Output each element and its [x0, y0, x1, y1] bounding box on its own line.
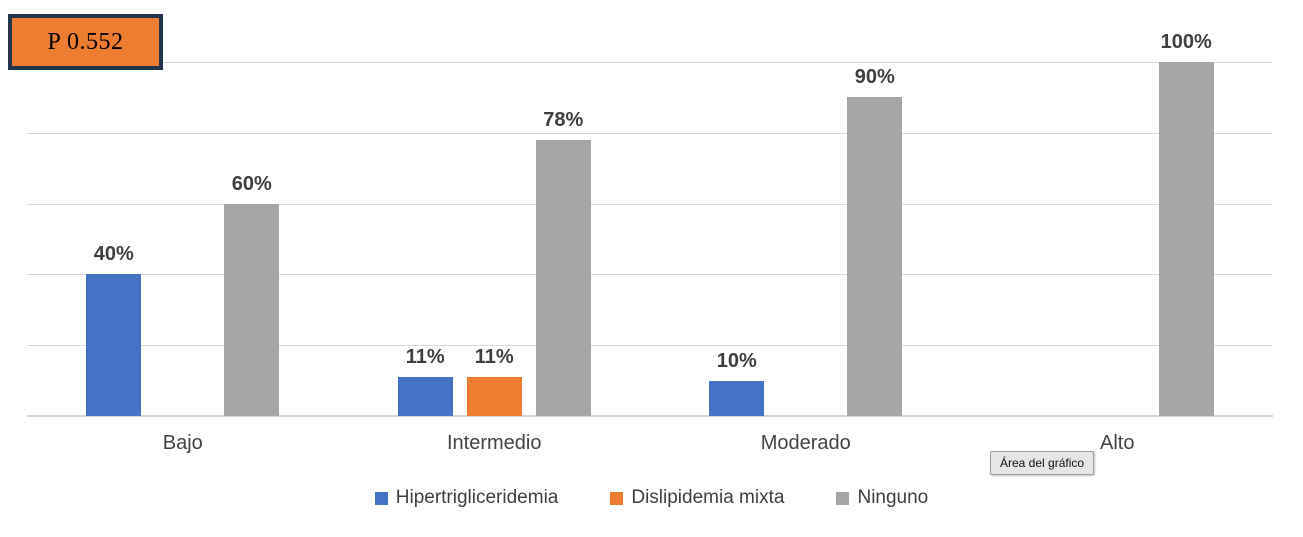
legend-item-dislipidemia-mixta[interactable]: Dislipidemia mixta [610, 487, 784, 509]
legend: Hipertrigliceridemia Dislipidemia mixta Ni… [0, 487, 1303, 509]
bar-hipertrigliceridemia-moderado[interactable] [709, 380, 765, 416]
category-label-intermedio: Intermedio [447, 432, 542, 454]
legend-label: Hipertrigliceridemia [395, 487, 559, 508]
category-label-moderado: Moderado [760, 432, 851, 454]
legend-swatch-icon [374, 491, 388, 505]
bar-ninguno-alto[interactable] [1158, 62, 1214, 416]
gridline [27, 132, 1273, 134]
legend-item-ninguno[interactable]: Ninguno [836, 487, 928, 509]
data-label-hipertrigliceridemia-bajo: 40% [93, 243, 134, 266]
p-value-annotation[interactable]: P 0.552 [8, 14, 163, 70]
bar-hipertrigliceridemia-intermedio[interactable] [397, 377, 453, 416]
tooltip-label: Área del gráfico [1000, 456, 1085, 470]
data-label-hipertrigliceridemia-moderado: 10% [716, 349, 757, 372]
bar-dislipidemia-mixta-intermedio[interactable] [466, 377, 522, 416]
x-axis-labels: Bajo Intermedio Moderado Alto [27, 432, 1273, 460]
data-label-dislipidemia-mixta-intermedio: 11% [474, 346, 514, 369]
plot-area[interactable]: 40% 11% 10% 11% 60% 78% 90% 100% [27, 31, 1273, 417]
data-label-ninguno-bajo: 60% [231, 172, 272, 195]
category-label-bajo: Bajo [162, 432, 203, 454]
data-label-ninguno-intermedio: 78% [543, 108, 584, 131]
bar-ninguno-bajo[interactable] [224, 203, 280, 416]
chart-area-tooltip: Área del gráfico [990, 451, 1095, 475]
gridline [27, 203, 1273, 205]
legend-swatch-icon [836, 491, 850, 505]
p-value-label: P 0.552 [47, 28, 124, 55]
data-label-ninguno-moderado: 90% [854, 66, 895, 89]
data-label-ninguno-alto: 100% [1160, 31, 1212, 53]
legend-item-hipertrigliceridemia[interactable]: Hipertrigliceridemia [374, 487, 559, 509]
gridline [27, 62, 1273, 63]
legend-label: Dislipidemia mixta [631, 487, 785, 508]
gridline [27, 345, 1273, 347]
legend-swatch-icon [610, 491, 624, 505]
bar-ninguno-intermedio[interactable] [535, 139, 591, 416]
legend-label: Ninguno [857, 487, 929, 508]
data-label-hipertrigliceridemia-intermedio: 11% [405, 346, 445, 369]
gridline [27, 274, 1273, 276]
x-axis-line [27, 415, 1273, 417]
category-label-alto: Alto [1100, 432, 1135, 454]
bar-ninguno-moderado[interactable] [847, 97, 903, 416]
bar-hipertrigliceridemia-bajo[interactable] [86, 274, 142, 416]
